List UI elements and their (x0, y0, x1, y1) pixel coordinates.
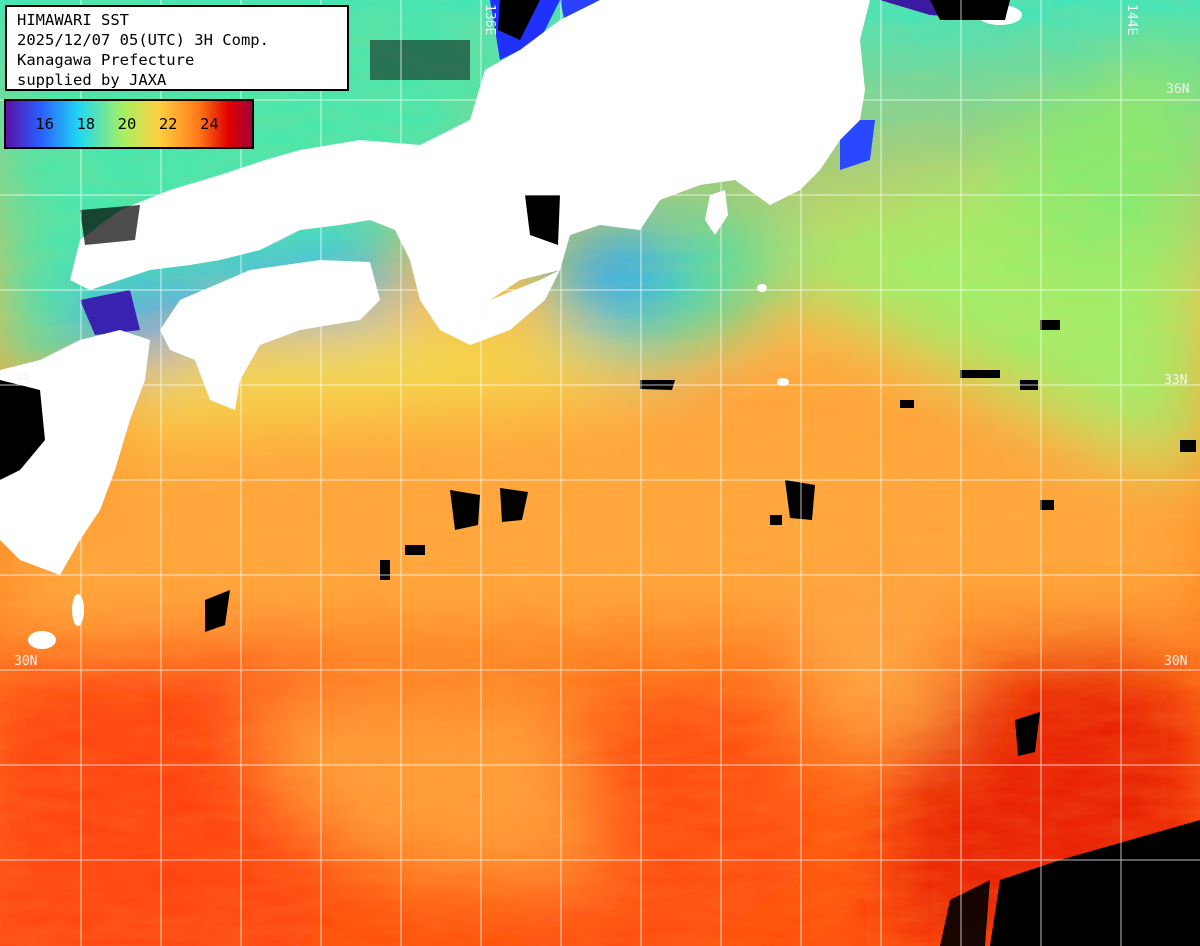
lat-label-33-left: 33 (14, 373, 30, 388)
title-box: HIMAWARI SST 2025/12/07 05(UTC) 3H Comp.… (5, 5, 349, 91)
legend-tick-24: 24 (200, 115, 219, 133)
lat-label-36n-right: 36N (1166, 82, 1190, 97)
temperature-legend: 16 18 20 22 24 (4, 99, 254, 149)
legend-tick-16: 16 (35, 115, 54, 133)
title-line-4: supplied by JAXA (17, 71, 167, 89)
legend-tick-18: 18 (76, 115, 96, 133)
lon-label-144e: 144E (1124, 4, 1139, 36)
shikoku (160, 260, 380, 410)
legend-tick-22: 22 (158, 115, 178, 133)
title-line-2: 2025/12/07 05(UTC) 3H Comp. (17, 31, 269, 49)
legend-bar (5, 100, 253, 148)
lat-label-30n-left: 30N (14, 654, 38, 669)
legend-tick-20: 20 (117, 115, 137, 133)
title-line-1: HIMAWARI SST (17, 11, 129, 29)
honshu (70, 0, 870, 345)
lat-label-33n-right: 33N (1164, 373, 1188, 388)
lat-label-30n-right: 30N (1164, 654, 1188, 669)
lon-label-136e: 136E (482, 4, 497, 36)
title-line-3: Kanagawa Prefecture (17, 51, 195, 69)
